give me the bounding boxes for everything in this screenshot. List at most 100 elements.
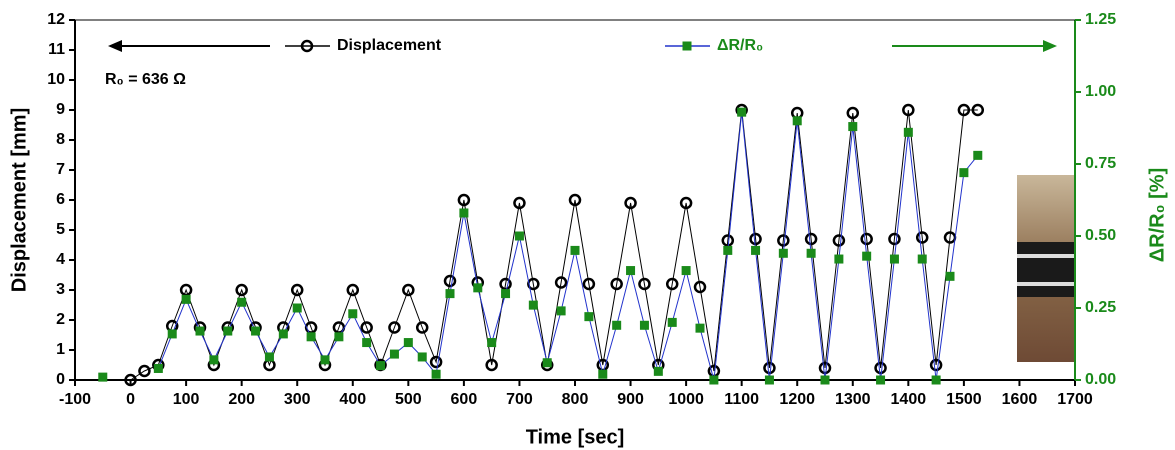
x-tick-label: 1200 [779,391,815,408]
legend-label: ΔR/R₀ [717,37,763,54]
sample-photo [1017,175,1074,362]
y2-axis-title: ΔR/R₀ [%] [1146,168,1168,263]
data-point [348,309,358,319]
x-tick-label: 600 [451,391,478,408]
y2-tick-label: 0.25 [1085,299,1116,316]
series-line [157,112,979,381]
data-point [556,306,566,316]
data-point [320,355,330,365]
data-point [832,234,846,247]
data-point [679,196,693,210]
data-point [499,277,512,291]
data-point [971,103,985,117]
data-point [915,231,929,244]
data-point [751,245,761,255]
data-point [485,358,498,372]
data-point [138,364,151,378]
data-point [542,358,552,368]
data-point [902,103,915,117]
x-tick-label: 1500 [946,391,982,408]
arrow-head [108,40,122,52]
data-point [334,332,344,342]
data-point [721,234,735,247]
x-tick-label: 400 [339,391,366,408]
x-tick-label: 900 [617,391,644,408]
data-point [764,375,774,385]
data-point [860,232,873,246]
data-point [820,375,830,385]
legend-label: Displacement [337,37,442,54]
x-tick-label: 800 [562,391,589,408]
y-tick-label: 4 [56,251,65,268]
data-point [834,254,844,264]
data-point [929,358,943,372]
data-point [235,283,248,297]
data-point [778,248,788,258]
data-point [889,254,899,264]
data-point [402,283,415,297]
data-point [98,372,108,382]
legend-marker [682,41,692,51]
data-point [568,193,582,207]
data-point [804,232,818,246]
data-point [264,352,274,362]
y-tick-label: 7 [56,161,65,178]
data-point [624,196,637,210]
y2-tick-label: 0.00 [1085,371,1116,388]
x-tick-label: 100 [173,391,200,408]
data-point [292,303,302,313]
data-point [667,317,677,327]
x-axis-title: Time [sec] [526,426,625,448]
x-tick-label: 700 [506,391,533,408]
data-point [846,106,860,120]
data-point [695,323,705,333]
x-tick-label: -100 [59,391,91,408]
x-tick-label: 0 [126,391,135,408]
data-point [443,274,457,288]
data-point [388,321,401,334]
data-point [874,361,887,375]
y-tick-label: 9 [56,101,65,118]
y-tick-label: 11 [48,41,65,58]
data-point [959,168,969,178]
data-point [290,283,304,297]
data-point [429,355,443,369]
y-tick-label: 0 [56,371,65,388]
data-point [931,375,941,385]
data-point [514,231,524,241]
x-tick-label: 300 [284,391,311,408]
data-point [237,297,247,307]
y2-tick-label: 0.75 [1085,155,1116,172]
y-tick-label: 1 [56,341,65,358]
data-point [306,332,316,342]
data-point [278,329,288,339]
data-point [209,355,219,365]
data-point [513,196,526,210]
data-point [376,361,386,371]
data-point [693,280,707,294]
y2-tick-label: 1.00 [1085,83,1116,100]
y-tick-label: 3 [56,281,65,298]
data-point [570,245,580,255]
y2-tick-label: 1.25 [1085,11,1116,28]
data-point [251,326,261,336]
data-point [459,208,469,218]
data-point [653,366,663,376]
data-point [445,289,455,299]
data-point [639,320,649,330]
data-point [973,150,983,160]
data-point [582,277,596,291]
data-point [473,283,483,293]
y-tick-label: 2 [56,311,65,328]
data-point [612,320,622,330]
series-markers [98,107,983,385]
x-tick-label: 1400 [891,391,927,408]
annotation: R₀ = 636 Ω [105,71,186,88]
data-point [848,122,858,132]
data-point [527,277,540,291]
data-point [665,277,679,291]
y-tick-label: 6 [56,191,65,208]
data-point [709,375,719,385]
data-point [945,271,955,281]
